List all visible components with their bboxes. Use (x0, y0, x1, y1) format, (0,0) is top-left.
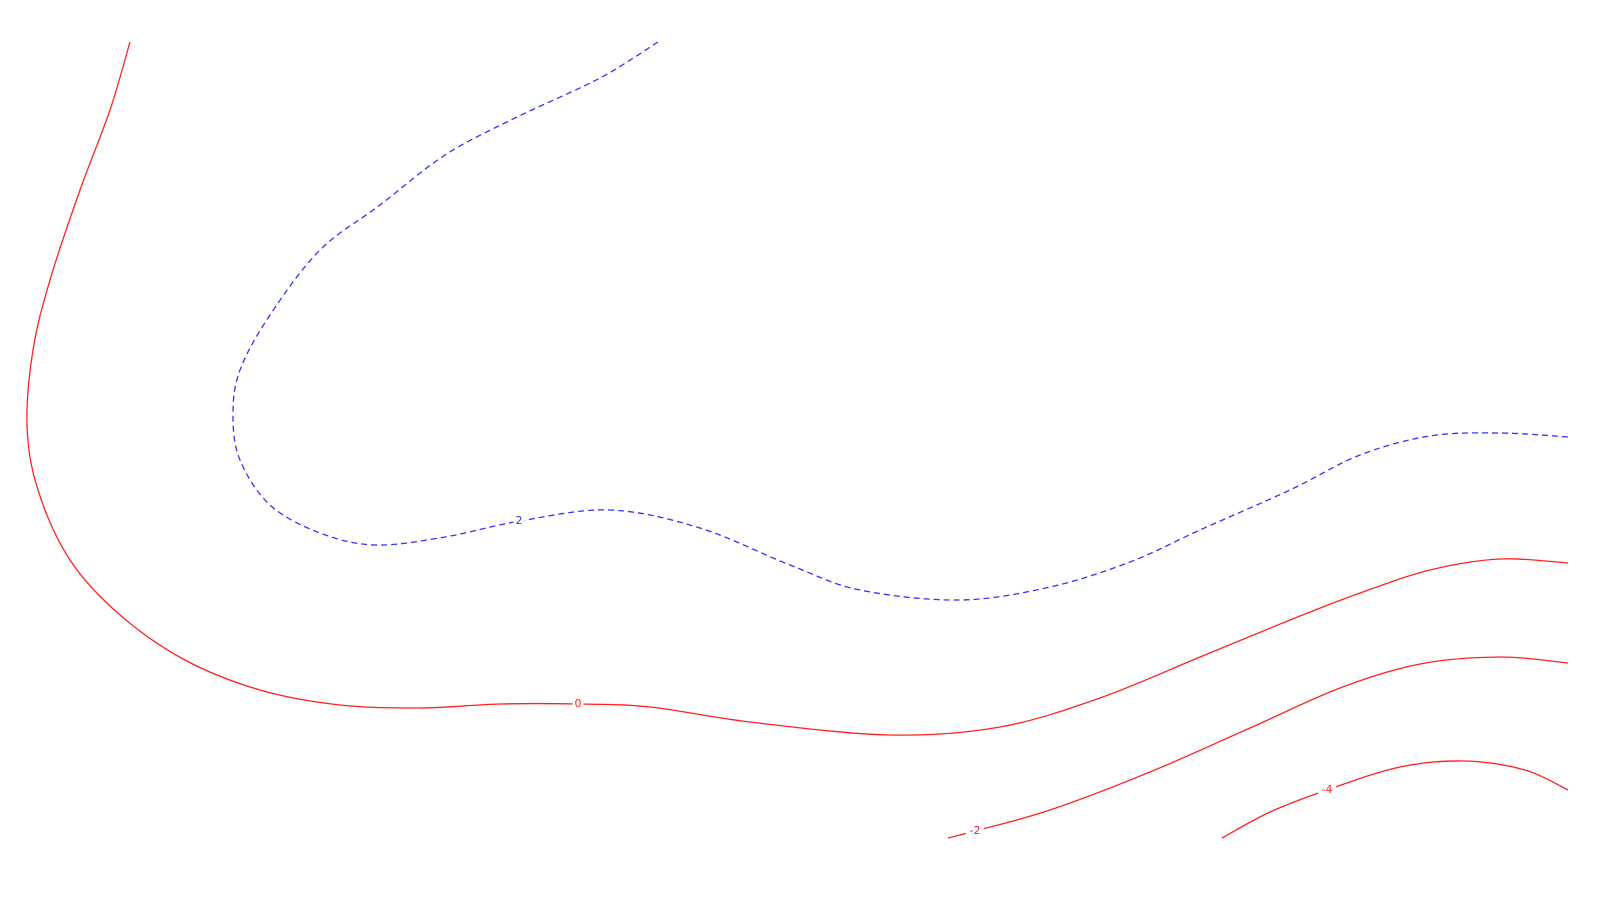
contour-label-background (966, 824, 984, 838)
contour-labels: 2 0 -2 -4 (513, 514, 1336, 838)
contour-label-background (572, 697, 584, 711)
contour-label-level-neg2: -2 (970, 824, 981, 837)
contour-line-level-0 (26, 41, 1569, 736)
contour-label-level-2: 2 (516, 514, 523, 527)
contour-label-background (1318, 783, 1336, 797)
contour-lines (26, 41, 1569, 839)
contour-line-level-2 (232, 41, 1569, 601)
contour-label-level-neg4: -4 (1322, 783, 1333, 796)
contour-line-level-neg4 (1221, 760, 1569, 839)
contour-label-background (513, 514, 525, 528)
contour-label-level-0: 0 (575, 697, 582, 710)
contour-line-level-neg2 (947, 656, 1569, 839)
